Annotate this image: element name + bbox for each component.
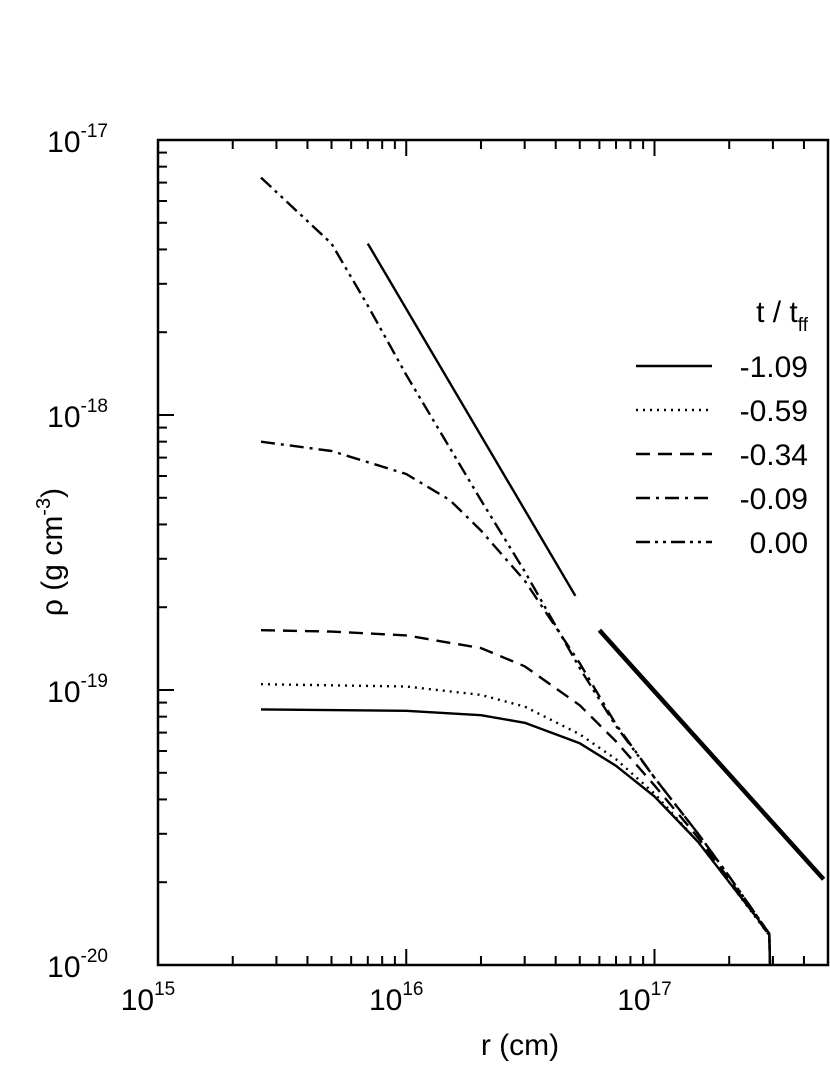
- y-axis-label-close: ): [36, 488, 69, 498]
- legend-title: t / tff: [756, 296, 809, 336]
- y-tick-label: 10-19: [47, 671, 108, 709]
- x-tick-label: 1017: [617, 979, 672, 1017]
- series-line-4: [260, 176, 772, 966]
- legend-label-4: 0.00: [750, 527, 808, 560]
- plot-lines: [260, 176, 826, 966]
- y-tick-label: 10-17: [47, 121, 108, 159]
- series-line-0: [260, 708, 772, 966]
- y-axis-label-main: ρ (g cm: [36, 516, 69, 616]
- x-axis-label: r (cm): [481, 1029, 559, 1062]
- y-tick-label-exponent: -17: [81, 121, 108, 142]
- y-tick-label-base: 10: [47, 401, 80, 434]
- legend-label-2: -0.34: [740, 439, 808, 472]
- y-tick-label-exponent: -20: [81, 946, 108, 967]
- y-tick-label: 10-20: [47, 946, 108, 984]
- x-tick-label-base: 10: [617, 984, 650, 1017]
- x-tick-label-base: 10: [369, 984, 402, 1017]
- y-tick-label-base: 10: [47, 126, 80, 159]
- axis-ticks: [157, 139, 829, 966]
- y-tick-label-exponent: -18: [81, 396, 108, 417]
- x-tick-label: 1016: [369, 979, 424, 1017]
- y-axis-label: ρ (g cm-3): [33, 488, 69, 616]
- legend-label-3: -0.09: [740, 483, 808, 516]
- series-line-3: [260, 440, 772, 966]
- x-tick-label-exponent: 16: [402, 979, 423, 1000]
- x-tick-label: 1015: [121, 979, 176, 1017]
- reference-line-1: [597, 628, 826, 881]
- series-line-1: [260, 683, 772, 966]
- y-tick-label-base: 10: [47, 951, 80, 984]
- y-axis-label-exponent: -3: [33, 498, 55, 516]
- legend: t / tff -1.09 -0.59 -0.34 -0.09 0.00: [636, 296, 809, 560]
- x-tick-label-exponent: 17: [651, 979, 672, 1000]
- y-tick-label: 10-18: [47, 396, 108, 434]
- legend-title-base: t / t: [756, 296, 798, 329]
- legend-label-1: -0.59: [740, 395, 808, 428]
- reference-line-0: [366, 242, 577, 597]
- plot-frame: [156, 138, 830, 967]
- legend-title-subscript: ff: [798, 315, 809, 336]
- y-tick-label-base: 10: [47, 676, 80, 709]
- x-tick-label-exponent: 15: [154, 979, 175, 1000]
- x-tick-label-base: 10: [121, 984, 154, 1017]
- series-line-2: [260, 629, 772, 966]
- y-tick-label-exponent: -19: [81, 671, 108, 692]
- legend-label-0: -1.09: [740, 351, 808, 384]
